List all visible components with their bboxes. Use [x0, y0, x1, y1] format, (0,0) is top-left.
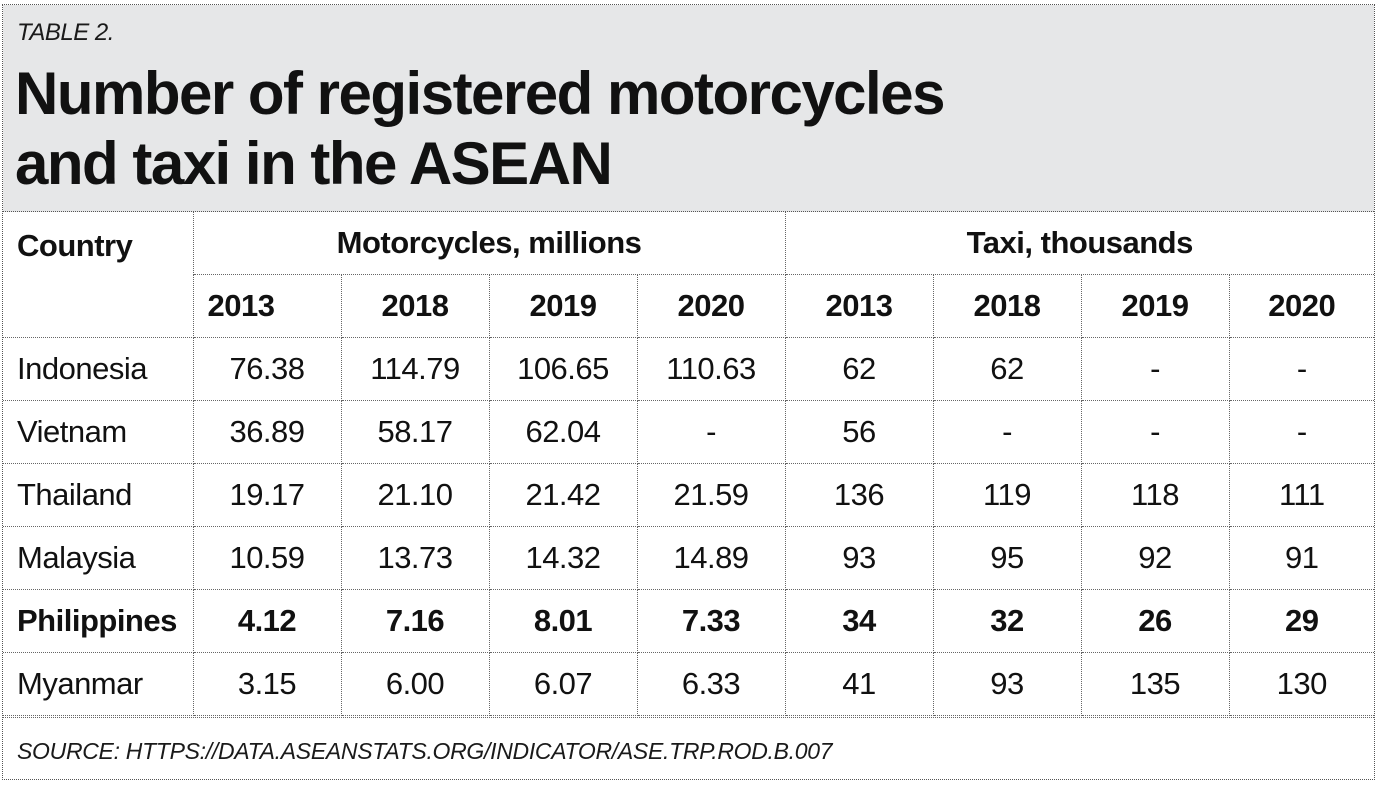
year-header: 2018: [340, 274, 490, 338]
motorcycles-cell: 13.73: [340, 526, 490, 590]
taxi-cell: 91: [1228, 526, 1375, 590]
motorcycles-cell: 21.10: [340, 463, 490, 527]
year-header: 2020: [1228, 274, 1375, 338]
taxi-cell: -: [1228, 400, 1375, 464]
taxi-cell: -: [932, 400, 1082, 464]
motorcycles-cell: 8.01: [488, 589, 638, 653]
taxi-cell: -: [1080, 337, 1230, 401]
source-note: SOURCE: HTTPS://DATA.ASEANSTATS.ORG/INDI…: [17, 738, 833, 764]
motorcycles-cell: 3.15: [192, 652, 342, 716]
title-line-1: Number of registered motorcycles: [15, 60, 945, 127]
taxi-cell: 41: [784, 652, 934, 716]
title-line-2: and taxi in the ASEAN: [15, 130, 613, 197]
year-header: 2019: [488, 274, 638, 338]
year-header: 2013: [784, 274, 934, 338]
taxi-cell: 29: [1228, 589, 1375, 653]
taxi-cell: 62: [784, 337, 934, 401]
column-header-country: Country: [3, 212, 194, 338]
country-cell: Thailand: [3, 463, 194, 527]
motorcycles-cell: 7.33: [636, 589, 786, 653]
motorcycles-cell: 110.63: [636, 337, 786, 401]
table-label: TABLE 2.: [17, 19, 114, 46]
taxi-cell: 111: [1228, 463, 1375, 527]
year-header: 2013: [193, 274, 342, 338]
year-header: 2018: [932, 274, 1082, 338]
motorcycles-cell: 14.32: [488, 526, 638, 590]
table-row: Philippines 4.12 7.16 8.01 7.33 34 32 26 29: [3, 589, 1375, 653]
country-cell: Indonesia: [3, 337, 194, 401]
taxi-cell: 135: [1080, 652, 1230, 716]
motorcycles-cell: 7.16: [340, 589, 490, 653]
taxi-cell: 93: [784, 526, 934, 590]
motorcycles-cell: 106.65: [488, 337, 638, 401]
motorcycles-cell: 10.59: [192, 526, 342, 590]
motorcycles-cell: 76.38: [192, 337, 342, 401]
taxi-cell: 119: [932, 463, 1082, 527]
taxi-cell: 56: [784, 400, 934, 464]
taxi-cell: 62: [932, 337, 1082, 401]
column-group-motorcycles: Motorcycles, millions: [192, 212, 786, 275]
motorcycles-cell: 21.59: [636, 463, 786, 527]
country-cell: Vietnam: [3, 400, 194, 464]
motorcycles-cell: 6.33: [636, 652, 786, 716]
year-header: 2020: [636, 274, 786, 338]
taxi-cell: 95: [932, 526, 1082, 590]
motorcycles-cell: 114.79: [340, 337, 490, 401]
taxi-cell: 92: [1080, 526, 1230, 590]
table-figure: TABLE 2. Number of registered motorcycle…: [2, 4, 1375, 780]
taxi-cell: -: [1228, 337, 1375, 401]
taxi-cell: 130: [1228, 652, 1375, 716]
table-row: Vietnam 36.89 58.17 62.04-56- - -: [3, 400, 1375, 464]
source-divider: [3, 717, 1374, 718]
figure-header: TABLE 2. Number of registered motorcycle…: [3, 5, 1374, 212]
motorcycles-cell: 6.00: [340, 652, 490, 716]
motorcycles-cell: -: [636, 400, 786, 464]
taxi-cell: -: [1080, 400, 1230, 464]
table-row: Myanmar 3.15 6.00 6.07 6.33 41 93 135 130: [3, 652, 1375, 716]
motorcycles-cell: 58.17: [340, 400, 490, 464]
motorcycles-cell: 19.17: [192, 463, 342, 527]
table-row: Thailand 19.17 21.10 21.42 21.59 136 119 118 111: [3, 463, 1375, 527]
motorcycles-cell: 14.89: [636, 526, 786, 590]
table-row: Indonesia 76.38 114.79 106.65 110.63 62 62- -: [3, 337, 1375, 401]
taxi-cell: 118: [1080, 463, 1230, 527]
taxi-cell: 32: [932, 589, 1082, 653]
taxi-cell: 136: [784, 463, 934, 527]
taxi-cell: 93: [932, 652, 1082, 716]
country-cell: Malaysia: [3, 526, 194, 590]
year-header: 2019: [1080, 274, 1230, 338]
motorcycles-cell: 4.12: [192, 589, 342, 653]
column-group-taxi: Taxi, thousands: [784, 212, 1375, 275]
taxi-cell: 34: [784, 589, 934, 653]
group-header-row: Country Motorcycles, millions Taxi, thou…: [3, 212, 1375, 338]
table-row: Malaysia 10.59 13.73 14.32 14.89 93 95 92 91: [3, 526, 1375, 590]
motorcycles-cell: 62.04: [488, 400, 638, 464]
country-cell: Myanmar: [3, 652, 194, 716]
table-title: Number of registered motorcycles and tax…: [15, 59, 945, 199]
year-header-row: 2013 2018 2019 2020 2013 2018 2019 2020: [3, 274, 1375, 338]
taxi-cell: 26: [1080, 589, 1230, 653]
country-cell: Philippines: [3, 589, 194, 653]
motorcycles-cell: 36.89: [192, 400, 342, 464]
motorcycles-cell: 21.42: [488, 463, 638, 527]
data-table: Country Motorcycles, millions Taxi, thou…: [3, 212, 1375, 716]
motorcycles-cell: 6.07: [488, 652, 638, 716]
